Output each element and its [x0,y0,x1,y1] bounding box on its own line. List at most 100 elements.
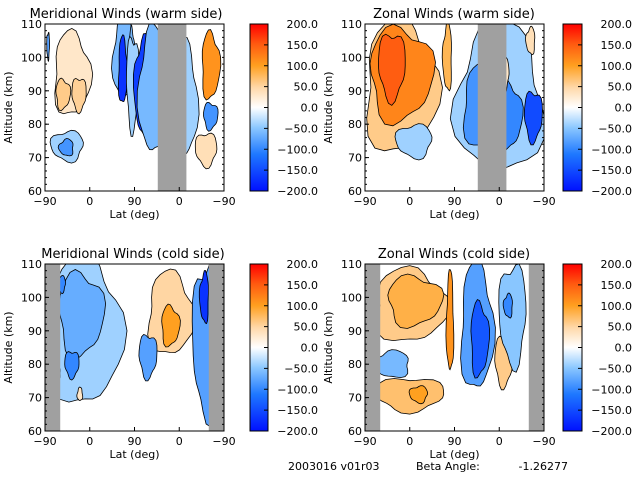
colorbar-tick-label: −50.0 [284,122,318,135]
y-tick-label: 100 [21,51,42,64]
footer-date-version: 2003016 v01r03 [288,460,380,473]
x-tick-label: −90 [33,195,56,208]
y-tick-label: 90 [28,85,42,98]
y-tick-label: 90 [28,325,42,338]
x-tick-label: −90 [353,435,376,448]
contour-region [498,264,527,373]
contour-region [445,269,455,371]
y-tick-label: 70 [348,152,362,165]
contour-region [76,386,84,402]
x-tick-label: −90 [532,195,555,208]
y-tick-label: 110 [21,258,42,271]
contour-region [525,25,536,56]
y-axis-label: Altitude (km) [322,71,335,143]
panel-title: Zonal Winds (warm side) [373,7,535,22]
y-tick-label: 70 [28,392,42,405]
y-tick-label: 100 [341,51,362,64]
no-data-band [477,24,507,191]
colorbar-tick-label: 50.0 [294,81,319,94]
footer-beta-value: -1.26277 [519,460,568,473]
contour-region [387,273,445,329]
colorbar-tick-label: 0.0 [615,102,633,115]
plot-area [45,24,224,191]
contour-region [408,385,429,405]
y-tick-label: 70 [348,392,362,405]
x-tick-label: 90 [128,435,142,448]
y-tick-label: 110 [341,18,362,31]
x-axis-label: Lat (deg) [430,448,480,461]
contour-region [138,334,158,382]
x-tick-label: −90 [212,195,235,208]
x-tick-label: −90 [33,435,56,448]
x-tick-label: 0 [496,435,503,448]
y-tick-label: 110 [21,18,42,31]
x-tick-label: −90 [532,435,555,448]
colorbar-tick-label: −50.0 [598,362,632,375]
panel-meridional-cold: Meridional Winds (cold side) −90 0 90 0 −906… [2,247,318,461]
contour-region [377,33,406,106]
colorbar-tick-label: −100.0 [277,383,318,396]
y-tick-label: 60 [28,425,42,438]
colorbar-tick-label: 100.0 [287,300,319,313]
colorbar-tick-label: 50.0 [608,81,633,94]
colorbar-tick-label: 100.0 [601,300,633,313]
contour-region [194,132,218,170]
x-tick-label: 0 [86,195,93,208]
contour-region [161,303,181,348]
colorbar-tick-label: −100.0 [591,143,632,156]
y-tick-label: 70 [28,152,42,165]
colorbar-tick-label: 150.0 [287,39,319,52]
footer-beta-label: Beta Angle: [416,460,480,473]
colorbar-tick-label: 200.0 [601,258,633,271]
contour-region [394,123,433,161]
x-tick-label: −90 [353,195,376,208]
contour-region [117,34,129,103]
y-axis-label: Altitude (km) [322,311,335,383]
colorbar-tick-label: −200.0 [591,185,632,198]
x-tick-label: 0 [406,195,413,208]
panel-title: Meridional Winds (cold side) [41,247,224,262]
x-tick-label: 0 [496,195,503,208]
contour-region [55,77,72,112]
y-tick-label: 90 [348,325,362,338]
colorbar-tick-label: −150.0 [591,404,632,417]
y-tick-label: 80 [28,358,42,371]
colorbar-tick-label: 150.0 [601,279,633,292]
no-data-band [208,264,224,431]
y-tick-label: 90 [348,85,362,98]
colorbar-tick-label: 0.0 [301,342,319,355]
panel-title: Zonal Winds (cold side) [378,247,530,262]
colorbar-tick-label: 150.0 [287,279,319,292]
contour-region [198,269,209,325]
colorbar-tick-label: −50.0 [598,122,632,135]
colorbar-tick-label: 50.0 [608,321,633,334]
colorbar-tick-label: −150.0 [277,164,318,177]
colorbar-tick-label: 150.0 [601,39,633,52]
colorbar-tick-label: 0.0 [301,102,319,115]
contour-region [201,29,222,101]
colorbar-tick-label: −100.0 [591,383,632,396]
x-tick-label: 90 [448,195,462,208]
colorbar-tick-label: 50.0 [294,321,319,334]
contour-region [57,138,74,157]
y-tick-label: 80 [348,358,362,371]
x-axis-label: Lat (deg) [430,208,480,221]
y-tick-label: 80 [348,118,362,131]
x-tick-label: 0 [406,435,413,448]
contour-region [441,24,452,92]
colorbar-tick-label: −100.0 [277,143,318,156]
contour-region [470,298,491,379]
contour-region [71,77,87,115]
colorbar-tick-label: −150.0 [591,164,632,177]
x-tick-label: 90 [448,435,462,448]
contour-region [46,31,50,63]
colorbar-tick-label: 200.0 [601,18,633,31]
y-tick-label: 80 [28,118,42,131]
colorbar-tick-label: −50.0 [284,362,318,375]
colorbar-tick-label: −150.0 [277,404,318,417]
y-tick-label: 60 [348,185,362,198]
x-tick-label: 0 [176,435,183,448]
x-tick-label: 0 [86,435,93,448]
plot-area [365,24,544,191]
